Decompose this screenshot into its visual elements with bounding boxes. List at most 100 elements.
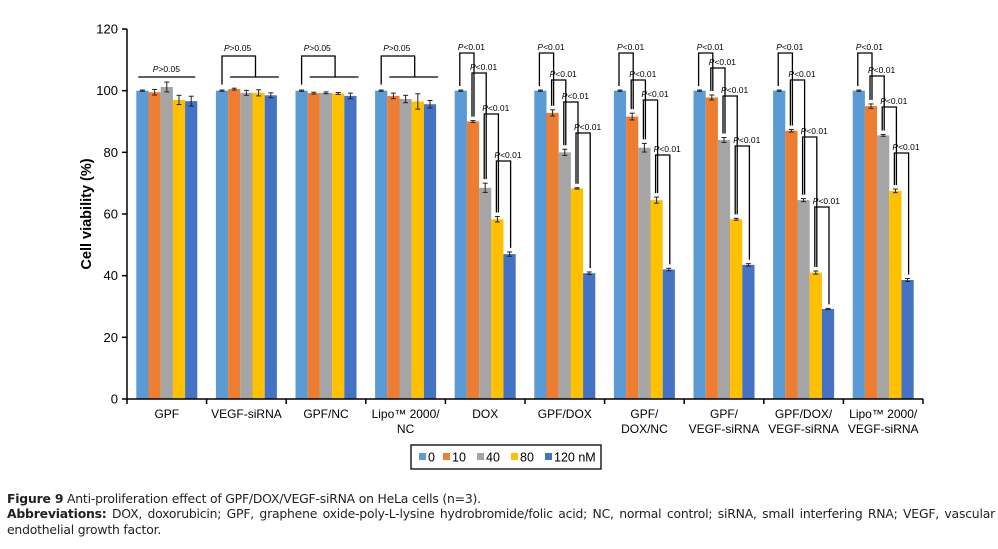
ns-annotation: P>0.05 (304, 43, 331, 53)
sig-annotation: P<0.01 (880, 96, 907, 106)
y-tick-label: 40 (104, 268, 118, 283)
legend-label: 80 (520, 451, 534, 465)
p-symbol: P (304, 43, 310, 53)
bar (785, 130, 798, 399)
ns-bracket (380, 55, 416, 85)
x-tick-label: GPF/ (630, 407, 659, 421)
y-tick-label: 0 (111, 392, 118, 407)
significance-layer: P>0.05P>0.05 P>0.05 P>0.05 P<0.01P<0.01P<0.… (138, 42, 920, 305)
abbreviations-label: Abbreviations: (7, 506, 107, 521)
ns-annotation: P>0.05 (153, 64, 180, 74)
sig-annotation: P<0.01 (458, 42, 485, 52)
error-bar (733, 217, 739, 221)
error-bar (562, 148, 568, 156)
sig-annotation: P<0.01 (721, 85, 748, 95)
error-bar (231, 87, 237, 91)
bar (319, 92, 333, 399)
y-tick-label: 20 (104, 330, 118, 345)
bar (626, 116, 639, 400)
sig-annotation: P<0.01 (813, 196, 840, 206)
p-symbol: P (494, 150, 500, 160)
sig-bracket (550, 79, 567, 146)
error-bar (507, 251, 513, 257)
sig-annotation: P<0.01 (641, 89, 668, 99)
p-value: <0.01 (727, 85, 749, 95)
p-symbol: P (709, 57, 715, 67)
error-bar (139, 89, 145, 92)
sig-annotation: P<0.01 (562, 91, 589, 101)
p-value: >0.05 (309, 43, 331, 53)
legend-swatch (545, 453, 552, 460)
bar (503, 254, 516, 399)
bar (693, 90, 706, 400)
error-bar (494, 215, 500, 223)
legend-swatch (443, 453, 450, 460)
bar (889, 190, 902, 399)
bar (185, 101, 198, 400)
error-bar (152, 88, 158, 96)
p-symbol: P (856, 42, 862, 52)
error-bar (415, 93, 421, 110)
sig-bracket (777, 52, 794, 126)
p-value: <0.01 (567, 91, 589, 101)
bar (454, 90, 467, 400)
error-bar (164, 81, 170, 93)
x-tick-label: VEGF-siRNA (768, 422, 839, 436)
x-tick-label: DOX/NC (621, 422, 668, 436)
error-bar (458, 89, 464, 92)
bar (264, 95, 277, 400)
bar (375, 90, 388, 400)
p-symbol: P (550, 69, 556, 79)
p-symbol: P (813, 196, 819, 206)
x-tick-label: GPF (154, 407, 179, 421)
p-symbol: P (880, 96, 886, 106)
p-symbol: P (458, 42, 464, 52)
y-tick-label: 120 (96, 22, 118, 37)
bar (466, 121, 480, 399)
sig-bracket (563, 101, 579, 184)
sig-annotation: P<0.01 (788, 69, 815, 79)
error-bar (574, 187, 580, 190)
bar (797, 200, 810, 399)
bar (852, 90, 865, 400)
bar (583, 273, 596, 399)
p-value: <0.01 (543, 42, 565, 52)
bar (240, 92, 253, 399)
bar (399, 98, 412, 399)
p-symbol: P (654, 144, 660, 154)
bar (332, 93, 345, 400)
error-bar (666, 267, 672, 272)
error-bar (880, 133, 886, 137)
bar (717, 140, 731, 399)
y-tick-label: 80 (104, 145, 118, 160)
error-bar (268, 92, 274, 99)
error-bar (323, 91, 329, 95)
p-value: >0.05 (230, 43, 252, 53)
p-value: >0.05 (389, 43, 411, 53)
x-tick-label: VEGF-siRNA (848, 422, 919, 436)
error-bar (788, 129, 794, 133)
p-value: <0.01 (580, 122, 602, 132)
p-value: <0.01 (874, 65, 896, 75)
sig-bracket (630, 79, 647, 140)
sig-annotation: P<0.01 (470, 62, 497, 72)
p-symbol: P (224, 43, 230, 53)
sig-annotation: P<0.01 (494, 150, 521, 160)
sig-annotation: P<0.01 (617, 42, 644, 52)
y-axis-title: Cell viability (%) (79, 158, 95, 269)
p-value: <0.01 (861, 42, 883, 52)
abbreviations-text: DOX, doxorubicin; GPF, graphene oxide-po… (7, 506, 995, 537)
ns-bracket (221, 55, 257, 85)
bar (662, 269, 675, 399)
abbreviations: Abbreviations: DOX, doxorubicin; GPF, gr… (7, 506, 995, 538)
sig-bracket (618, 52, 634, 110)
error-bar (378, 89, 384, 92)
error-bar (709, 94, 715, 101)
error-bar (311, 91, 317, 95)
figure-label: Figure 9 (7, 491, 64, 506)
bar (491, 219, 504, 399)
p-value: <0.01 (623, 42, 645, 52)
p-value: <0.01 (739, 135, 761, 145)
bar (252, 92, 265, 399)
p-symbol: P (562, 91, 568, 101)
